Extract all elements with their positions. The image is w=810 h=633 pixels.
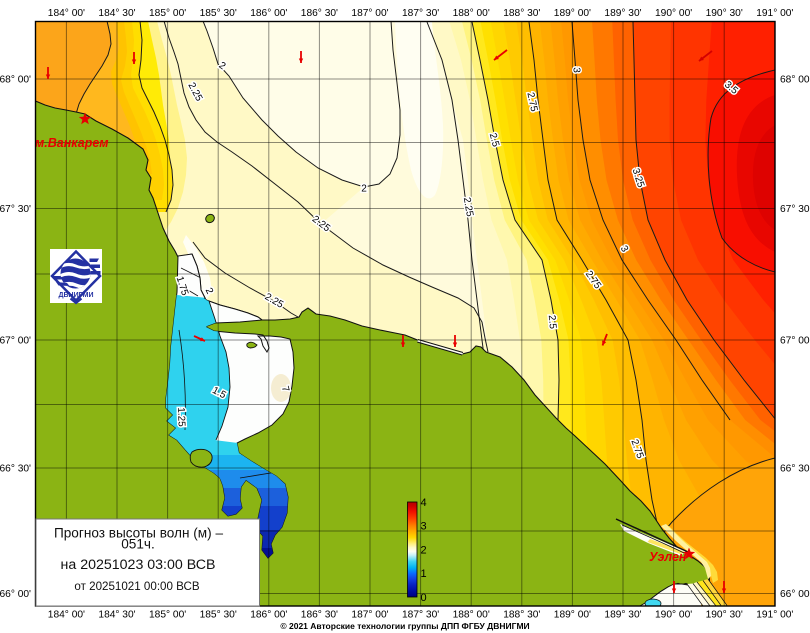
svg-text:187° 30': 187° 30' bbox=[402, 8, 439, 19]
svg-text:1.25: 1.25 bbox=[175, 407, 187, 427]
svg-text:Уэлен: Уэлен bbox=[649, 550, 687, 564]
svg-text:184° 30': 184° 30' bbox=[98, 8, 135, 19]
svg-text:190° 30': 190° 30' bbox=[706, 8, 743, 19]
svg-text:67° 00': 67° 00' bbox=[780, 336, 810, 347]
svg-text:191° 00': 191° 00' bbox=[756, 610, 793, 621]
svg-text:ДВНИГМИ: ДВНИГМИ bbox=[59, 292, 94, 299]
svg-text:68° 00': 68° 00' bbox=[0, 75, 31, 86]
svg-text:2.5: 2.5 bbox=[546, 315, 558, 330]
svg-text:2: 2 bbox=[361, 184, 367, 195]
svg-text:м.Ванкарем: м.Ванкарем bbox=[35, 136, 109, 150]
svg-text:от 20251021 00:00 ВСВ: от 20251021 00:00 ВСВ bbox=[74, 580, 199, 593]
svg-text:186° 00': 186° 00' bbox=[250, 610, 287, 621]
svg-text:67° 00': 67° 00' bbox=[0, 336, 31, 347]
svg-text:189° 30': 189° 30' bbox=[604, 8, 641, 19]
svg-text:185° 30': 185° 30' bbox=[200, 610, 237, 621]
svg-text:187° 30': 187° 30' bbox=[402, 610, 439, 621]
svg-text:186° 00': 186° 00' bbox=[250, 8, 287, 19]
svg-text:186° 30': 186° 30' bbox=[301, 610, 338, 621]
svg-text:186° 30': 186° 30' bbox=[301, 8, 338, 19]
svg-text:190° 00': 190° 00' bbox=[655, 610, 692, 621]
svg-text:0: 0 bbox=[421, 592, 427, 604]
svg-text:190° 30': 190° 30' bbox=[706, 610, 743, 621]
svg-text:2.5: 2.5 bbox=[487, 132, 501, 149]
svg-text:188° 30': 188° 30' bbox=[503, 8, 540, 19]
svg-text:185° 00': 185° 00' bbox=[149, 610, 186, 621]
svg-text:67° 30': 67° 30' bbox=[0, 204, 31, 215]
svg-text:188° 00': 188° 00' bbox=[453, 8, 490, 19]
svg-text:188° 00': 188° 00' bbox=[453, 610, 490, 621]
svg-text:68° 00': 68° 00' bbox=[780, 75, 810, 86]
svg-text:190° 00': 190° 00' bbox=[655, 8, 692, 19]
svg-text:66° 30': 66° 30' bbox=[0, 464, 31, 475]
svg-text:189° 00': 189° 00' bbox=[554, 8, 591, 19]
svg-text:3: 3 bbox=[421, 521, 427, 533]
svg-text:66° 30': 66° 30' bbox=[780, 464, 810, 475]
svg-text:187° 00': 187° 00' bbox=[351, 8, 388, 19]
svg-text:7: 7 bbox=[279, 385, 291, 394]
svg-text:191° 00': 191° 00' bbox=[756, 8, 793, 19]
svg-text:© 2021 Авторские технологии гр: © 2021 Авторские технологии группы ДПП Ф… bbox=[280, 621, 529, 631]
svg-text:184° 00': 184° 00' bbox=[48, 8, 85, 19]
svg-text:2: 2 bbox=[421, 544, 427, 556]
svg-text:185° 00': 185° 00' bbox=[149, 8, 186, 19]
svg-text:67° 30': 67° 30' bbox=[780, 204, 810, 215]
svg-text:189° 00': 189° 00' bbox=[554, 610, 591, 621]
svg-text:66° 00': 66° 00' bbox=[0, 589, 31, 600]
svg-text:188° 30': 188° 30' bbox=[503, 610, 540, 621]
svg-text:189° 30': 189° 30' bbox=[604, 610, 641, 621]
svg-text:187° 00': 187° 00' bbox=[351, 610, 388, 621]
svg-text:2.25: 2.25 bbox=[461, 196, 475, 218]
svg-text:184° 30': 184° 30' bbox=[98, 610, 135, 621]
svg-text:Прогноз высоты волн (м) –: Прогноз высоты волн (м) – bbox=[54, 526, 223, 541]
svg-text:66° 00': 66° 00' bbox=[780, 589, 810, 600]
svg-text:051ч.: 051ч. bbox=[121, 537, 155, 552]
svg-text:1: 1 bbox=[421, 568, 427, 580]
svg-text:на 20251023 03:00 ВСВ: на 20251023 03:00 ВСВ bbox=[61, 557, 216, 573]
svg-text:3: 3 bbox=[570, 67, 581, 73]
svg-text:184° 00': 184° 00' bbox=[48, 610, 85, 621]
svg-text:185° 30': 185° 30' bbox=[200, 8, 237, 19]
svg-text:4: 4 bbox=[421, 497, 427, 509]
